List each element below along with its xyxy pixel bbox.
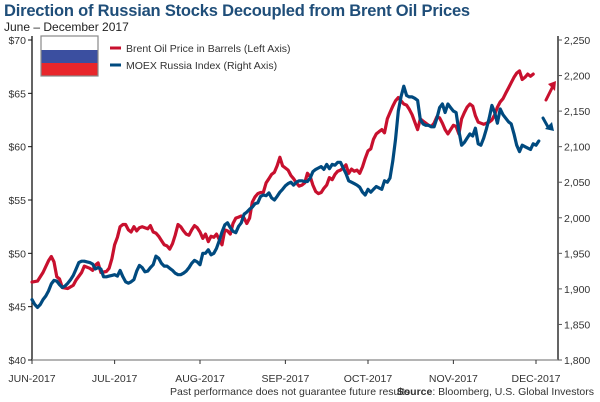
legend-label-moex: MOEX Russia Index (Right Axis)	[126, 60, 277, 72]
x-axis-tick-label: JUN-2017	[8, 373, 55, 385]
moex-down-arrow-icon	[541, 116, 554, 131]
left-axis-tick-label: $50	[8, 248, 26, 260]
right-axis-tick-label: 2,050	[564, 177, 590, 189]
right-axis-tick-label: 1,850	[564, 319, 590, 331]
left-axis-tick-label: $70	[8, 35, 26, 47]
x-axis-tick-label: DEC-2017	[511, 373, 560, 385]
brent-oil-line	[30, 69, 535, 291]
source-text: : Bloomberg, U.S. Global Investors	[432, 386, 594, 398]
right-axis-tick-label: 1,950	[564, 248, 590, 260]
right-axis-tick-label: 2,150	[564, 106, 590, 118]
source-note: Source: Bloomberg, U.S. Global Investors	[397, 386, 594, 398]
right-axis-tick-label: 2,250	[564, 35, 590, 47]
left-axis-tick-label: $65	[8, 88, 26, 100]
legend: Brent Oil Price in Barrels (Left Axis) M…	[40, 35, 291, 77]
right-axis-tick-label: 2,200	[564, 71, 590, 83]
x-axis-tick-label: JUL-2017	[92, 373, 138, 385]
annotations	[541, 81, 556, 131]
x-axis-tick-label: AUG-2017	[175, 373, 225, 385]
flag-border	[40, 35, 99, 77]
right-axis-tick-label: 1,900	[564, 284, 590, 296]
left-axis-tick-label: $40	[8, 355, 26, 367]
left-axis-tick-label: $60	[8, 142, 26, 154]
flag-stripe-red	[41, 63, 98, 76]
right-axis-tick-label: 2,000	[564, 213, 590, 225]
series-lines	[30, 69, 541, 309]
chart-subtitle: June – December 2017	[4, 20, 129, 34]
oil-up-arrow-icon	[544, 81, 556, 102]
russian-flag-icon	[40, 35, 99, 77]
x-axis-tick-label: NOV-2017	[429, 373, 478, 385]
axes: $40 $45 $50 $55 $60 $65 $70 1,800 1,850 1,900 1,95…	[8, 35, 590, 385]
left-axis-tick-label: $45	[8, 302, 26, 314]
legend-label-brent: Brent Oil Price in Barrels (Left Axis)	[126, 43, 291, 55]
right-axis-tick-label: 2,100	[564, 142, 590, 154]
left-axis-tick-label: $55	[8, 195, 26, 207]
flag-stripe-blue	[41, 50, 98, 63]
flag-stripe-white	[41, 36, 98, 50]
chart-title: Direction of Russian Stocks Decoupled fr…	[4, 2, 470, 20]
x-axis-tick-label: SEP-2017	[261, 373, 309, 385]
x-axis-tick-label: OCT-2017	[344, 373, 393, 385]
moex-index-line	[30, 84, 541, 309]
source-label: Source	[396, 386, 433, 398]
right-axis-tick-label: 1,800	[564, 355, 590, 367]
disclaimer: Past performance does not guarantee futu…	[170, 386, 410, 398]
